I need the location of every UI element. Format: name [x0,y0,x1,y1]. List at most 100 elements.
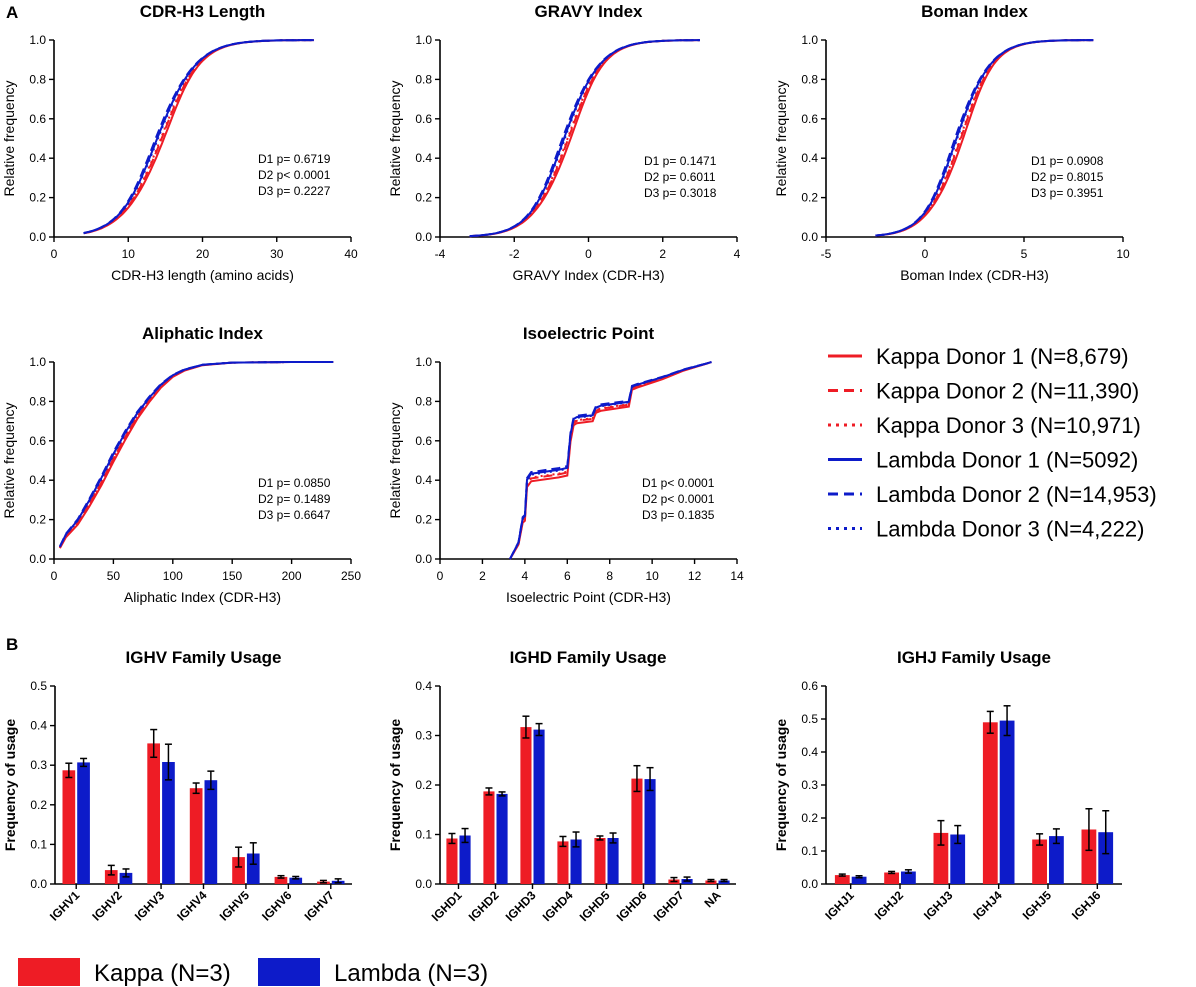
stat-label: D3 p= 0.6647 [258,508,331,522]
x-tick-label: 12 [688,569,702,583]
cdf-series-lambda-donor2 [83,39,314,235]
chart-title: Aliphatic Index [142,324,263,343]
y-tick-label: 0.0 [29,552,46,566]
x-category-label: IGHV1 [47,888,83,924]
x-axis-label: CDR-H3 length (amino acids) [111,267,294,283]
bar-kappa [982,722,998,884]
cdf-series-lambda-donor1 [83,39,314,235]
y-tick-label: 0.4 [801,745,818,759]
x-tick-label: 2 [479,569,486,583]
y-tick-label: 0.8 [29,394,46,408]
x-category-label: IGHJ4 [970,888,1005,923]
x-tick-label: 2 [659,247,666,261]
y-tick-label: 0.8 [29,72,46,86]
x-category-label: IGHV3 [132,888,168,924]
x-tick-label: 40 [344,247,358,261]
y-tick-label: 0.6 [415,112,432,126]
cdf-series-kappa-donor2 [83,39,314,235]
x-category-label: IGHV2 [89,888,125,924]
bar-kappa [520,727,532,884]
x-axis-label: Aliphatic Index (CDR-H3) [124,589,281,605]
y-tick-label: 1.0 [801,33,818,47]
bar-kappa [631,778,643,884]
y-tick-label: 0.2 [415,778,432,792]
x-category-label: IGHD5 [577,888,613,924]
stat-label: D3 p= 0.3018 [644,186,717,200]
stat-label: D2 p= 0.8015 [1031,170,1104,184]
bar-kappa [933,832,949,884]
x-category-label: NA [701,888,723,910]
cdf-series-lambda-donor3 [875,39,1094,237]
y-tick-label: 0.2 [29,513,46,527]
x-category-label: IGHV4 [174,888,210,924]
y-tick-label: 0.3 [30,758,47,772]
stat-label: D1 p= 0.1471 [644,154,717,168]
legend-label: Kappa (N=3) [94,960,231,987]
stat-label: D2 p< 0.0001 [642,492,715,506]
y-tick-label: 0.3 [801,778,818,792]
x-category-label: IGHJ1 [822,888,857,923]
cdf-series-lambda-donor2 [875,39,1094,237]
x-tick-label: 0 [51,247,58,261]
y-tick-label: 0.8 [415,394,432,408]
y-tick-label: 0.1 [801,844,818,858]
y-tick-label: 0.0 [415,230,432,244]
bar-kappa [483,791,495,884]
chart-title: IGHD Family Usage [510,648,667,667]
y-tick-label: 0.8 [801,72,818,86]
bar-kappa [147,743,160,884]
cdf-series-kappa-donor2 [875,39,1094,237]
y-tick-label: 0.5 [801,712,818,726]
bar-kappa [104,870,118,884]
y-tick-label: 1.0 [29,355,46,369]
bar-lambda [851,876,867,884]
cdf-series-kappa-donor1 [469,39,700,238]
bar-kappa [834,875,850,884]
cdf-series-lambda-donor3 [509,361,712,560]
y-tick-label: 0.3 [415,729,432,743]
y-tick-label: 0.4 [415,473,432,487]
cdf-series-lambda-donor2 [469,39,700,238]
bar-lambda [459,835,471,884]
x-category-label: IGHJ3 [921,888,956,923]
y-tick-label: 0.4 [415,151,432,165]
cdf-series-lambda-donor3 [469,39,700,238]
x-axis-label: GRAVY Index (CDR-H3) [513,267,665,283]
chart-gravy: GRAVY Index 0.0 0.2 0.4 0.6 0.8 1.0 -4 -2 0 2 4 GRAV… [387,2,741,283]
x-axis-label: Isoelectric Point (CDR-H3) [506,589,671,605]
bar-kappa [557,841,569,884]
chart-title: Isoelectric Point [523,324,655,343]
stat-label: D2 p< 0.0001 [258,168,331,182]
x-tick-label: 0 [51,569,58,583]
x-category-label: IGHV7 [302,888,338,924]
x-category-label: IGHD2 [466,888,502,924]
y-tick-label: 0.4 [29,151,46,165]
y-tick-label: 0.2 [801,811,818,825]
x-category-label: IGHD1 [429,888,465,924]
line-legend: Kappa Donor 1 (N=8,679) Kappa Donor 2 (N=… [828,344,1157,542]
bar-kappa [1032,839,1047,884]
legend-label: Lambda Donor 1 (N=5092) [876,448,1138,473]
x-tick-label: 200 [282,569,302,583]
bar-lambda [1098,832,1114,884]
x-category-label: IGHJ5 [1020,888,1055,923]
bar-kappa [1081,829,1097,884]
chart-title: GRAVY Index [534,2,643,21]
x-category-label: IGHD4 [540,888,576,924]
legend-label: Kappa Donor 1 (N=8,679) [876,344,1129,369]
x-tick-label: 150 [222,569,242,583]
bar-lambda [644,779,656,884]
cdf-series-kappa-donor2 [469,39,700,238]
bar-kappa [189,788,203,884]
bar-kappa [594,838,606,884]
y-tick-label: 0.6 [415,434,432,448]
y-tick-label: 0.6 [29,434,46,448]
y-tick-label: 0.4 [415,679,432,693]
legend-label: Kappa Donor 3 (N=10,971) [876,413,1141,438]
legend-label: Lambda Donor 2 (N=14,953) [876,482,1157,507]
y-tick-label: 0.2 [415,513,432,527]
bar-lambda [289,877,303,884]
x-tick-label: 6 [564,569,571,583]
